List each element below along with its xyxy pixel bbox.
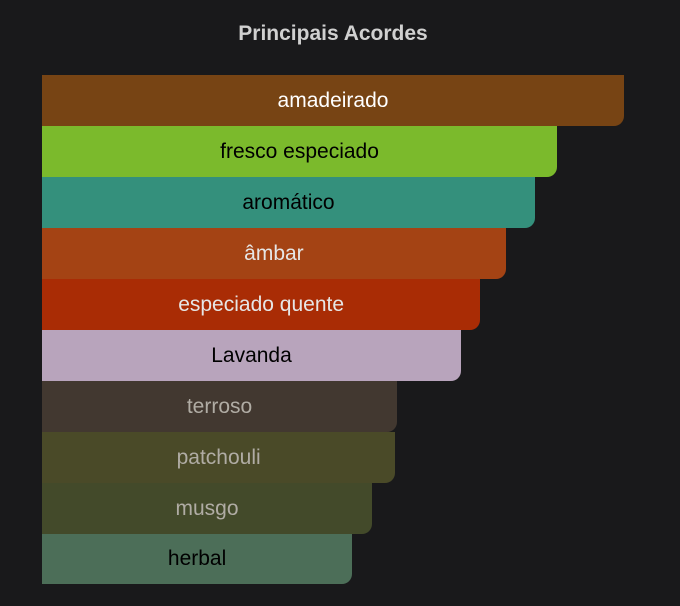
accord-bar: terroso (42, 381, 398, 432)
accord-bar: especiado quente (42, 279, 481, 330)
accord-bar: fresco especiado (42, 126, 558, 177)
accord-bar: musgo (42, 483, 372, 534)
accord-bar: aromático (42, 177, 535, 228)
accord-bar: âmbar (42, 228, 506, 279)
accord-bar: patchouli (42, 432, 396, 483)
accord-bar: amadeirado (42, 75, 624, 126)
accord-bar: Lavanda (42, 330, 462, 381)
accord-bar: herbal (42, 534, 353, 584)
accords-list: amadeirado fresco especiado aromático âmbar… (42, 75, 624, 584)
accords-title: Principais Acordes (238, 22, 428, 45)
